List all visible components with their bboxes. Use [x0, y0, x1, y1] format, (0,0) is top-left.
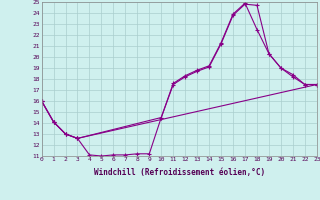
X-axis label: Windchill (Refroidissement éolien,°C): Windchill (Refroidissement éolien,°C) — [94, 168, 265, 177]
